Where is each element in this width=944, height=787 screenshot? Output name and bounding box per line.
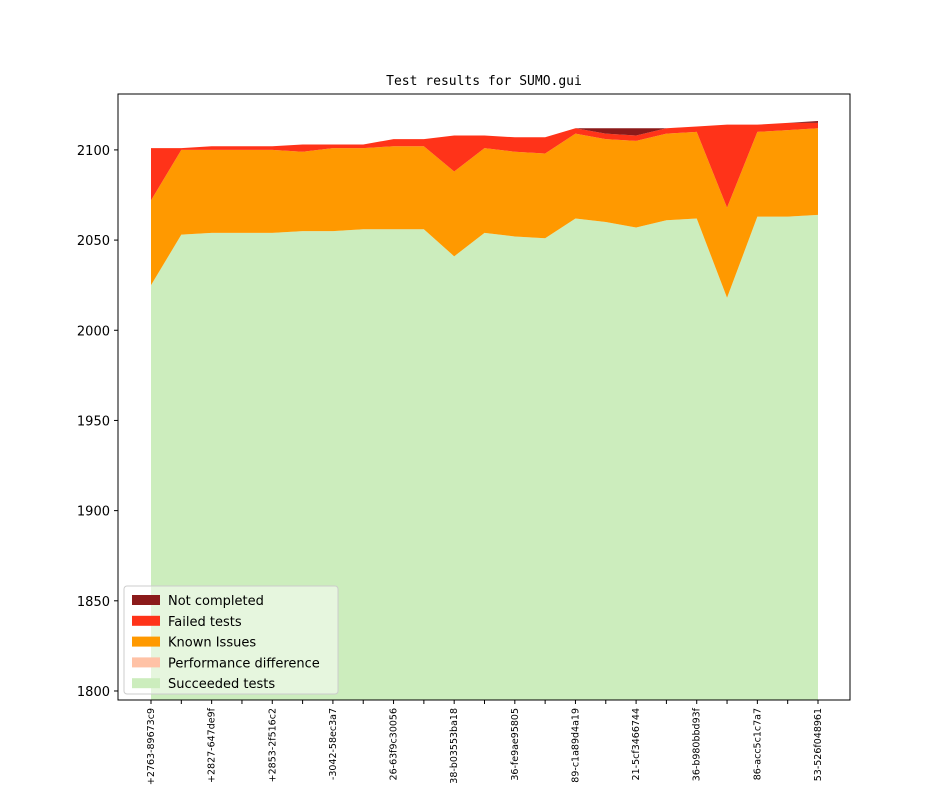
x-tick-label: 36-b980bbd93f xyxy=(692,707,703,781)
x-tick-label: 26-63f9c30056 xyxy=(389,708,400,780)
x-tick-label: 86-acc5c1c7a7 xyxy=(752,708,763,780)
legend-swatch xyxy=(132,678,160,689)
x-tick-label: 53-526f048961 xyxy=(813,708,824,781)
x-tick-label: +2763-89673c9 xyxy=(146,708,157,785)
legend-label: Known Issues xyxy=(168,636,256,651)
y-tick-label: 2000 xyxy=(77,324,110,339)
legend-label: Not completed xyxy=(168,594,264,609)
x-tick-label: 36-fe9ae95805 xyxy=(510,708,521,781)
chart-title: Test results for SUMO.gui xyxy=(386,74,582,89)
x-tick-label: +2827-647de9f xyxy=(207,707,218,783)
legend-label: Succeeded tests xyxy=(168,677,275,692)
y-tick-label: 1850 xyxy=(77,595,110,610)
x-tick-label: +2853-2f516c2 xyxy=(267,708,278,782)
y-tick-label: 2050 xyxy=(77,234,110,249)
x-tick-label: 38-b03553ba18 xyxy=(449,708,460,784)
y-tick-label: 1800 xyxy=(77,685,110,700)
x-tick-label: 89-c1a89d4a19 xyxy=(570,708,581,783)
y-tick-label: 2100 xyxy=(77,144,110,159)
legend-swatch xyxy=(132,636,160,647)
legend-label: Performance difference xyxy=(168,656,320,671)
area xyxy=(151,122,818,208)
legend-box xyxy=(123,585,339,695)
legend-swatch xyxy=(132,595,160,605)
x-tick-label: 21-5cf3466744 xyxy=(631,708,642,780)
legend-swatch xyxy=(132,657,160,668)
area xyxy=(151,214,818,700)
area xyxy=(151,128,818,298)
y-tick-label: 1900 xyxy=(77,505,110,520)
legend-swatch xyxy=(132,615,160,626)
x-tick-label: -3042-58ec3a7 xyxy=(328,708,339,780)
y-tick-label: 1950 xyxy=(77,414,110,429)
legend-label: Failed tests xyxy=(168,615,242,630)
